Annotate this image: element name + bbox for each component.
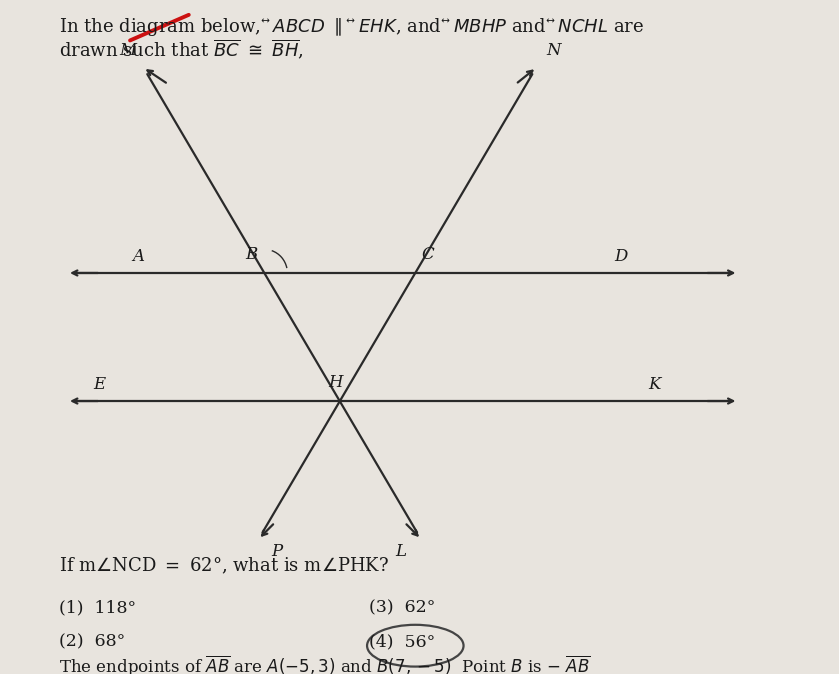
- Text: K: K: [649, 375, 660, 393]
- Text: (2)  68°: (2) 68°: [59, 634, 125, 650]
- Text: drawn such that $\overline{BC}$ $\cong$ $\overline{BH}$,: drawn such that $\overline{BC}$ $\cong$ …: [59, 37, 304, 61]
- Text: E: E: [93, 375, 105, 393]
- Text: A: A: [133, 247, 144, 265]
- Text: C: C: [421, 245, 435, 263]
- Text: D: D: [614, 247, 628, 265]
- Text: In the diagram below, $\overleftrightarrow{ABCD}$ $\parallel$ $\overleftrightarr: In the diagram below, $\overleftrightarr…: [59, 16, 644, 38]
- Text: H: H: [328, 373, 343, 391]
- Text: L: L: [395, 543, 406, 560]
- Text: B: B: [246, 245, 258, 263]
- Text: The endpoints of $\overline{AB}$ are $A(-5,3)$ and $B(7,-5)$  Point $B$ is $-$ $: The endpoints of $\overline{AB}$ are $A(…: [59, 654, 591, 674]
- Text: (4)  56°: (4) 56°: [369, 634, 435, 650]
- Text: M: M: [119, 42, 137, 59]
- Text: N: N: [546, 42, 560, 59]
- Text: (3)  62°: (3) 62°: [369, 600, 435, 617]
- Text: (1)  118°: (1) 118°: [59, 600, 136, 617]
- Text: If m$\angle$NCD $=$ 62°, what is m$\angle$PHK?: If m$\angle$NCD $=$ 62°, what is m$\angl…: [59, 556, 389, 576]
- Text: P: P: [271, 543, 283, 560]
